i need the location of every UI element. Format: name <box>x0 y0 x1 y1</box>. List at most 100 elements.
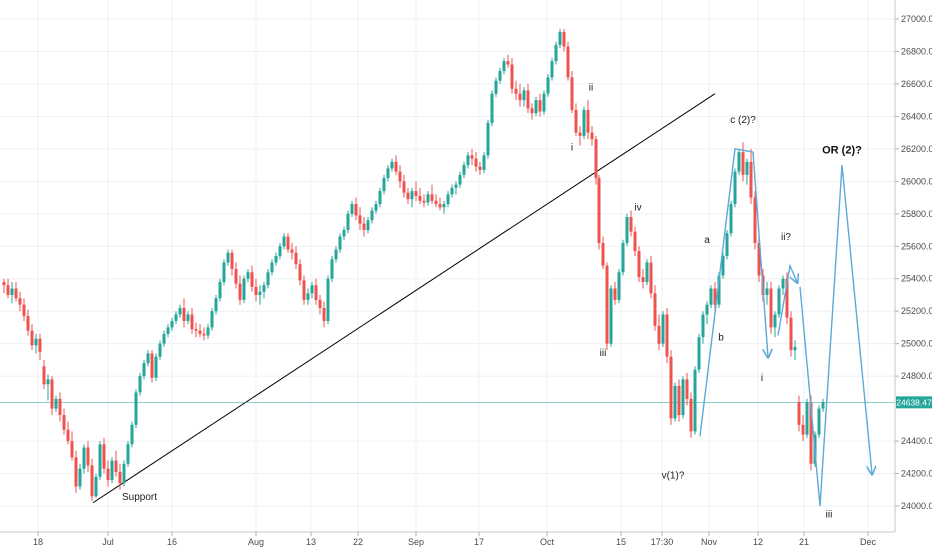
candle <box>737 148 741 175</box>
candle-body <box>562 31 566 47</box>
candle-body <box>258 291 262 295</box>
candle <box>178 304 182 318</box>
price-tick-label: 25400.00 <box>901 274 932 284</box>
candle-body <box>86 447 90 466</box>
price-tick-label: 24800.00 <box>901 371 932 381</box>
candle <box>821 398 825 412</box>
candle-body <box>214 298 218 312</box>
candle-body <box>426 194 430 203</box>
candle <box>110 457 114 484</box>
price-tick-label: 26800.00 <box>901 46 932 56</box>
candle <box>206 324 210 339</box>
candle-body <box>286 236 290 250</box>
candle-body <box>74 457 78 487</box>
candle-body <box>98 444 102 477</box>
candle-body <box>218 281 222 299</box>
candle <box>214 294 218 315</box>
candle-body <box>530 108 534 114</box>
candle <box>210 307 214 331</box>
candle <box>366 217 370 234</box>
candle-body <box>466 155 470 166</box>
candle <box>402 174 406 198</box>
candle-body <box>254 286 258 295</box>
candle-body <box>633 231 637 252</box>
candle <box>238 275 242 305</box>
candle <box>474 152 478 172</box>
price-tick-label: 27000.00 <box>901 14 932 24</box>
wave-annotation: b <box>718 332 724 343</box>
time-axis[interactable]: 18 Jul 16 Aug 13 22 Sep 17 Oct 15 17:30 Nov 12 21 Dec <box>33 532 877 547</box>
candle <box>554 41 558 65</box>
candle <box>434 194 438 208</box>
candle <box>354 197 358 221</box>
candle <box>286 233 290 253</box>
candle-body <box>126 444 130 464</box>
candle <box>158 340 162 360</box>
candle-body <box>318 299 322 308</box>
wave-annotation: c (2)? <box>730 115 756 126</box>
candle-body <box>745 161 749 175</box>
candle <box>562 28 566 52</box>
candle <box>46 374 50 401</box>
candle <box>22 298 26 321</box>
candle <box>374 200 378 214</box>
candle <box>733 168 737 208</box>
candle-body <box>494 80 498 94</box>
candle-body <box>641 277 645 282</box>
candle-body <box>322 307 326 321</box>
candle-body <box>597 178 601 244</box>
time-tick-label: 22 <box>353 537 363 547</box>
candle-body <box>18 298 22 305</box>
candle-body <box>418 195 422 201</box>
candle-body <box>649 262 653 294</box>
candle-body <box>378 191 382 205</box>
candle-body <box>669 356 673 419</box>
candle-body <box>753 197 757 244</box>
time-tick-label: 13 <box>306 537 316 547</box>
candle-body <box>186 314 190 321</box>
candle <box>254 278 258 302</box>
candle <box>605 262 609 351</box>
candle <box>246 268 250 282</box>
wave-path-ii <box>777 263 797 336</box>
time-tick-label: 17:30 <box>651 537 674 547</box>
candle-body <box>122 463 126 484</box>
candle <box>558 28 562 49</box>
candle-body <box>250 272 254 287</box>
candle <box>530 103 534 120</box>
candle-body <box>238 283 242 300</box>
candle <box>294 246 298 269</box>
candle-body <box>398 171 402 182</box>
candle <box>546 74 550 97</box>
price-tick-label: 26200.00 <box>901 144 932 154</box>
candle <box>482 152 486 174</box>
candle <box>142 359 146 380</box>
candle-body <box>390 161 394 169</box>
candle-body <box>190 314 194 330</box>
candle <box>290 243 294 260</box>
candle <box>314 278 318 305</box>
candle <box>170 317 174 331</box>
candle-body <box>793 346 797 351</box>
candle <box>677 379 681 422</box>
wave-annotation: i <box>571 142 573 153</box>
candle-body <box>486 122 490 156</box>
candle-body <box>306 293 310 300</box>
candle <box>681 376 685 419</box>
price-axis[interactable]: 27000.00 26800.00 26600.00 26400.00 26200.00… <box>895 14 932 511</box>
wave-path-layer <box>699 148 872 507</box>
candle <box>462 161 466 179</box>
candle-body <box>34 338 38 346</box>
candle <box>394 155 398 175</box>
time-tick-label: 16 <box>167 537 177 547</box>
candle <box>697 333 701 373</box>
candle-body <box>721 256 725 276</box>
candle <box>665 307 669 364</box>
candle <box>326 275 330 325</box>
wave-annotation: iv <box>634 203 641 214</box>
candle-body <box>673 385 677 419</box>
candle-body <box>118 471 122 484</box>
price-tick-label: 25800.00 <box>901 209 932 219</box>
candle-body <box>370 210 374 221</box>
candle <box>82 444 86 474</box>
